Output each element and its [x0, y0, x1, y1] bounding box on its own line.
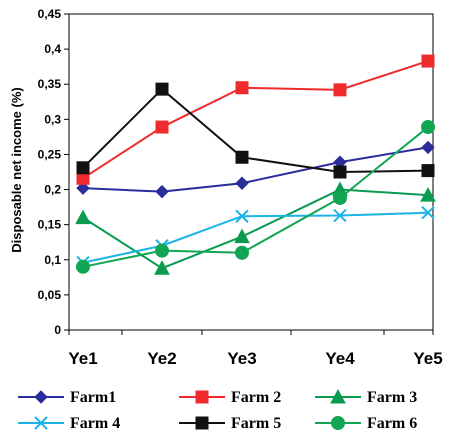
legend-marker-shape: [330, 388, 346, 404]
legend-marker-shape: [34, 390, 48, 404]
series-3-point: [420, 187, 436, 202]
series-3-point-shape: [75, 209, 91, 225]
series-5-point: [155, 82, 169, 96]
series-4-point: [333, 208, 347, 223]
series-5-point: [333, 165, 347, 179]
series-2-line: [82, 60, 429, 180]
series-5-line: [82, 87, 429, 174]
legend-item: Farm 3: [315, 388, 417, 406]
y-axis-title-group: Disposable net income (%): [9, 87, 24, 252]
series-3-point-shape: [420, 187, 436, 202]
legend-label: Farm 4: [70, 415, 120, 432]
legend-marker: [195, 390, 209, 404]
series-1-point-shape: [155, 184, 169, 199]
series-6-point: [235, 245, 249, 260]
y-tick-label: 0,25: [38, 147, 62, 161]
series-6-point: [155, 243, 169, 258]
series-5-point-shape: [76, 161, 90, 175]
series-3-point: [75, 209, 91, 225]
series-2-point-shape: [155, 120, 169, 134]
series-5-point: [76, 161, 90, 175]
series-3-point-shape: [154, 260, 170, 275]
y-tick-label: 0,3: [44, 112, 61, 126]
x-tick-label: Ye4: [325, 349, 355, 368]
series-2-point: [155, 120, 169, 134]
legend-label: Farm 3: [367, 389, 417, 406]
legend-item: Farm 4: [18, 415, 120, 432]
legend-marker: [34, 416, 48, 430]
y-tick-label: 0,15: [38, 218, 62, 232]
y-tick-label: 0,35: [38, 77, 62, 91]
x-tick-label: Ye3: [227, 349, 256, 368]
legend-item: Farm 6: [315, 415, 417, 432]
y-tick-label: 0,45: [38, 7, 62, 21]
series-6-point: [421, 120, 435, 135]
series-2-point-shape: [235, 81, 249, 95]
y-tick-label: 0,05: [38, 288, 62, 302]
series-5-point: [235, 150, 249, 164]
series-1-point-shape: [421, 140, 435, 155]
x-tick-label: Ye1: [68, 349, 97, 368]
series-6-point-shape: [235, 245, 249, 260]
series-4-point: [421, 206, 435, 220]
y-axis-title: Disposable net income (%): [9, 87, 24, 252]
legend-marker: [331, 416, 345, 430]
legend-label: Farm1: [70, 389, 116, 406]
legend-marker-shape: [331, 416, 345, 430]
series-5-point-shape: [155, 82, 169, 96]
legend-label: Farm 5: [231, 415, 281, 432]
series-6-point-shape: [155, 243, 169, 258]
series-6-point-shape: [76, 259, 90, 274]
series-1-point: [421, 140, 435, 155]
series-5-point: [421, 164, 435, 178]
legend-marker: [34, 390, 48, 404]
legend-item: Farm 2: [179, 389, 281, 406]
series-1-point: [235, 176, 249, 190]
series-4-point-shape: [421, 206, 435, 220]
series-1-point-shape: [76, 181, 90, 195]
legend-marker-shape: [34, 416, 48, 430]
series-3-point: [154, 260, 170, 275]
y-tick-label: 0,2: [44, 183, 61, 197]
series-5-point-shape: [333, 165, 347, 179]
series-3-point-shape: [234, 228, 250, 244]
series-6-line: [82, 126, 429, 268]
series-2-point-shape: [333, 83, 347, 97]
series-1-point: [155, 184, 169, 199]
series-5-point-shape: [421, 164, 435, 178]
series-6-point: [333, 190, 347, 205]
legend-label: Farm 6: [367, 415, 417, 432]
series-5-point-shape: [235, 150, 249, 164]
series-1-point: [76, 181, 90, 195]
x-tick-label: Ye2: [147, 349, 176, 368]
series-4-line: [82, 211, 429, 264]
x-tick-label: Ye5: [413, 349, 442, 368]
series-4-point-shape: [333, 208, 347, 223]
series-2-point-shape: [421, 54, 435, 68]
series-4-point-shape: [235, 209, 249, 223]
legend-marker: [195, 416, 209, 430]
series-4-point: [235, 209, 249, 223]
series-2-point: [333, 83, 347, 97]
series-2-point: [235, 81, 249, 95]
legend-marker-shape: [195, 416, 209, 430]
series-6-point-shape: [421, 120, 435, 135]
legend-item: Farm 5: [179, 415, 281, 432]
series-3-point: [234, 228, 250, 244]
series-6-point: [76, 259, 90, 274]
series-2-point: [421, 54, 435, 68]
y-tick-label: 0: [54, 323, 61, 337]
y-tick-label: 0,1: [44, 253, 61, 267]
legend-item: Farm1: [18, 389, 116, 406]
y-tick-label: 0,4: [44, 42, 61, 56]
legend-label: Farm 2: [231, 389, 281, 406]
legend-marker: [330, 388, 346, 404]
series-1-point-shape: [235, 176, 249, 190]
legend-marker-shape: [195, 390, 209, 404]
series-6-point-shape: [333, 190, 347, 205]
